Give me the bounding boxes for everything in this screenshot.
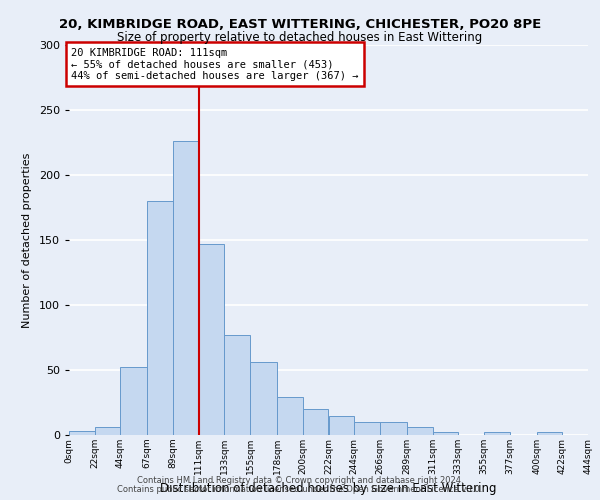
Bar xyxy=(433,432,458,435)
Text: Size of property relative to detached houses in East Wittering: Size of property relative to detached ho… xyxy=(118,31,482,44)
Bar xyxy=(407,427,433,435)
Bar xyxy=(173,141,199,435)
Bar xyxy=(354,422,380,435)
Text: 20 KIMBRIDGE ROAD: 111sqm
← 55% of detached houses are smaller (453)
44% of semi: 20 KIMBRIDGE ROAD: 111sqm ← 55% of detac… xyxy=(71,48,359,81)
Bar xyxy=(250,362,277,435)
Bar xyxy=(329,416,354,435)
Bar xyxy=(199,244,224,435)
Bar xyxy=(277,398,303,435)
Text: Contains public sector information licensed under the Open Government Licence v3: Contains public sector information licen… xyxy=(118,485,482,494)
Bar xyxy=(121,368,148,435)
Bar xyxy=(484,432,509,435)
Bar xyxy=(69,431,95,435)
Bar xyxy=(148,201,173,435)
Y-axis label: Number of detached properties: Number of detached properties xyxy=(22,152,32,328)
Bar xyxy=(536,432,562,435)
Text: Contains HM Land Registry data © Crown copyright and database right 2024.: Contains HM Land Registry data © Crown c… xyxy=(137,476,463,485)
Text: 20, KIMBRIDGE ROAD, EAST WITTERING, CHICHESTER, PO20 8PE: 20, KIMBRIDGE ROAD, EAST WITTERING, CHIC… xyxy=(59,18,541,30)
Bar xyxy=(380,422,407,435)
Bar xyxy=(95,427,121,435)
Bar xyxy=(224,335,250,435)
Bar xyxy=(303,409,329,435)
X-axis label: Distribution of detached houses by size in East Wittering: Distribution of detached houses by size … xyxy=(160,482,497,496)
